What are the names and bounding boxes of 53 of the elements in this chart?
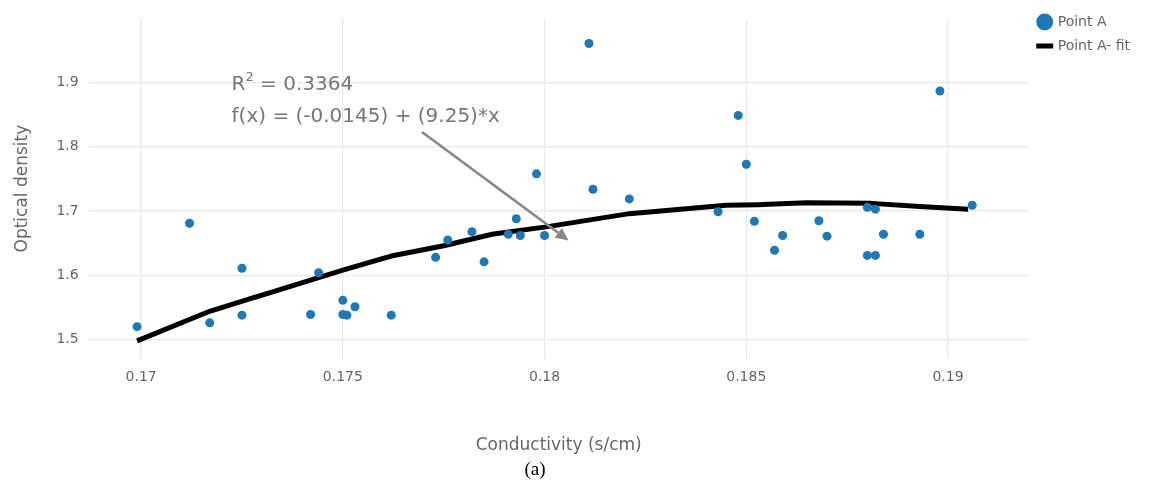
point [588,184,598,194]
y-axis-title: Optical density [10,124,31,253]
y-tick-label: 1.7 [56,201,79,218]
point [749,216,759,226]
point [479,257,489,267]
point [741,159,751,169]
point [185,218,195,228]
point [770,245,780,255]
point [237,310,247,320]
point [306,309,316,319]
point [443,235,453,245]
point [778,230,788,240]
point [862,250,872,260]
point [503,229,513,239]
point [584,38,594,48]
x-tick-label: 0.19 [932,367,964,384]
legend-label: Point A [1057,12,1107,29]
point [511,214,521,224]
y-tick-label: 1.9 [56,73,79,90]
x-tick-label: 0.18 [528,367,561,384]
text: (a) [523,458,547,480]
point [350,302,360,312]
point [713,207,723,217]
point [515,230,525,240]
point [915,229,925,239]
point [862,202,872,212]
point [935,86,945,96]
point [870,204,880,214]
point [431,252,441,262]
x-axis-title: Conductivity (s/cm) [475,434,642,455]
x-tick-label: 0.17 [125,367,157,384]
point [624,194,634,204]
point [733,110,743,120]
point [540,230,550,240]
point [338,295,348,305]
point [386,310,396,320]
y-tick-label: 1.8 [56,137,79,154]
point [132,322,142,332]
point [467,227,477,237]
point [822,231,832,241]
x-tick-label: 0.175 [322,367,363,384]
point [237,263,247,273]
point [205,318,215,328]
point [314,268,324,278]
point [878,229,888,239]
legend-label: Point A- fit [1057,36,1131,53]
point [967,200,977,210]
point [814,216,824,226]
point [870,250,880,260]
y-tick-label: 1.6 [56,265,79,282]
point [532,169,541,179]
y-tick-label: 1.5 [56,330,79,347]
x-tick-label: 0.185 [726,367,767,384]
